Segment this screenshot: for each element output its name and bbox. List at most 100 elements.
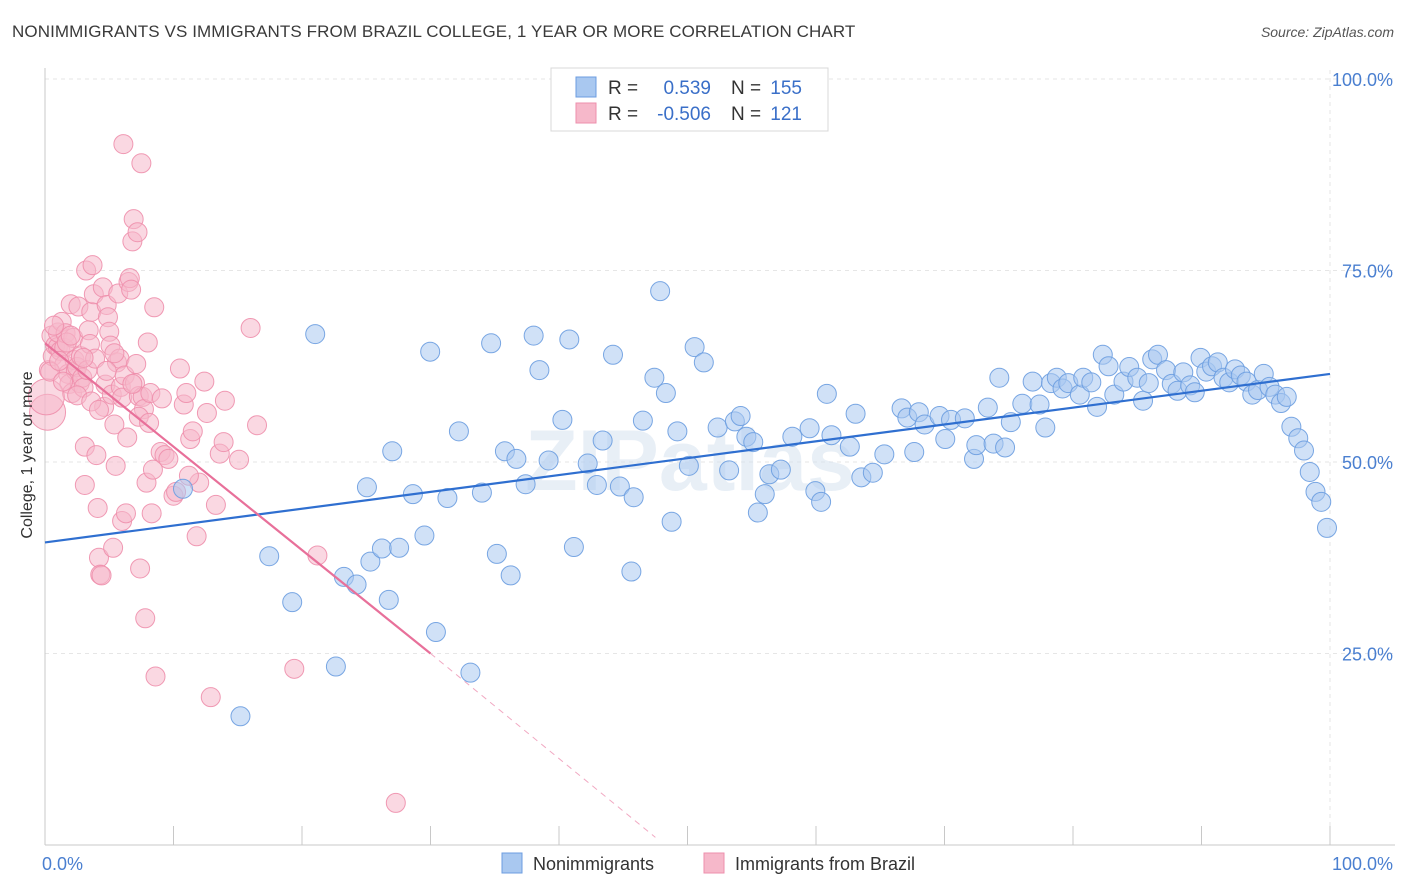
legend-n-value-2: 121 [770,104,802,125]
immigrant-brazil-point [145,666,166,687]
nonimmigrant-point [644,367,665,388]
nonimmigrant-point [609,476,630,497]
nonimmigrant-point [325,656,346,677]
immigrant-brazil-point [196,402,217,423]
y-tick-label: 75.0% [1342,262,1393,282]
legend-swatch-pink [575,102,597,124]
nonimmigrant-point [538,450,559,471]
x-tick-label: 0.0% [42,854,83,874]
immigrant-brazil-point [213,432,234,453]
nonimmigrant-point [523,325,544,346]
nonimmigrant-point [529,360,550,381]
immigrant-brazil-point [176,383,197,404]
immigrant-brazil-point [151,388,172,409]
immigrant-brazil-point [182,421,203,442]
nonimmigrant-point [259,546,280,567]
nonimmigrant-point [1022,371,1043,392]
nonimmigrant-point [821,425,842,446]
series-label-immigrants-brazil: Immigrants from Brazil [735,854,915,874]
nonimmigrant-point [425,622,446,643]
legend-r-label-1: R = [608,78,638,99]
nonimmigrant-point [1098,356,1119,377]
nonimmigrant-point [904,442,925,463]
nonimmigrant-point [621,561,642,582]
nonimmigrant-point [707,417,728,438]
immigrant-brazil-point [139,412,160,433]
nonimmigrant-point [1138,373,1159,394]
nonimmigrant-point [420,341,441,362]
immigrant-brazil-point [113,134,134,155]
nonimmigrant-point [1294,440,1315,461]
nonimmigrant-point [1012,393,1033,414]
nonimmigrant-point [1299,461,1320,482]
immigrant-brazil-point [122,373,143,394]
y-axis-label: College, 1 year or more [19,371,36,538]
x-tick-label: 100.0% [1332,854,1393,874]
immigrant-brazil-point [214,390,235,411]
immigrant-brazil-point [141,503,162,524]
nonimmigrant-point [486,543,507,564]
nonimmigrant-point [460,662,481,683]
nonimmigrant-point [382,441,403,462]
nonimmigrant-point [506,448,527,469]
correlation-legend: R = 0.539 N = 155 R = -0.506 N = 121 [550,67,829,132]
nonimmigrant-point [935,429,956,450]
immigrant-brazil-point [52,371,73,392]
immigrants-from-brazil-points [27,134,406,813]
nonimmigrant-point [989,367,1010,388]
nonimmigrant-point [414,525,435,546]
axes [44,68,1395,846]
nonimmigrant-point [230,706,251,727]
nonimmigrant-point [559,329,580,350]
immigrant-brazil-point [142,459,163,480]
nonimmigrant-point [437,488,458,509]
nonimmigrant-point [586,474,607,495]
immigrant-brazil-point [60,325,81,346]
immigrant-brazil-point [82,255,103,276]
nonimmigrant-point [914,414,935,435]
nonimmigrant-point [661,511,682,532]
nonimmigrant-point [811,491,832,512]
nonimmigrant-point [1133,390,1154,411]
nonimmigrant-point [389,537,410,558]
nonimmigrant-point [602,344,623,365]
nonimmigrant-point [552,409,573,430]
nonimmigrant-point [592,430,613,451]
immigrant-brazil-point [169,358,190,379]
legend-r-value-2: -0.506 [657,104,711,125]
nonimmigrant-point [730,406,751,427]
immigrant-brazil-point [247,415,268,436]
series-label-nonimmigrants: Nonimmigrants [533,854,654,874]
immigrant-brazil-point [74,474,95,495]
immigrant-brazil-point [126,353,147,374]
immigrant-brazil-point [43,315,64,336]
trend-lines [44,342,1331,838]
nonimmigrant-point [693,352,714,373]
immigrants-brazil-trend-extension [430,653,656,838]
nonimmigrant-point [862,462,883,483]
immigrant-brazil-point [86,445,107,466]
series-legend: Nonimmigrants Immigrants from Brazil [501,852,915,874]
nonimmigrant-point [816,383,837,404]
immigrant-brazil-point [87,497,108,518]
immigrant-brazil-point [385,792,406,813]
nonimmigrant-point [1035,417,1056,438]
chart-title: NONIMMIGRANTS VS IMMIGRANTS FROM BRAZIL … [12,22,856,41]
nonimmigrant-point [500,565,521,586]
nonimmigrant-point [448,421,469,442]
immigrant-brazil-point [131,153,152,174]
nonimmigrant-point [966,435,987,456]
nonimmigrant-point [839,436,860,457]
immigrant-brazil-point [115,503,136,524]
nonimmigrant-point [356,477,377,498]
immigrant-brazil-point [88,399,109,420]
nonimmigrant-point [1317,517,1337,538]
immigrant-brazil-point [130,558,151,579]
immigrant-brazil-point [194,371,215,392]
nonimmigrant-point [172,478,193,499]
immigrant-brazil-point [96,360,117,381]
nonimmigrant-point [845,403,866,424]
nonimmigrant-point [743,432,764,453]
legend-n-value-1: 155 [770,78,802,99]
nonimmigrant-point [754,484,775,505]
